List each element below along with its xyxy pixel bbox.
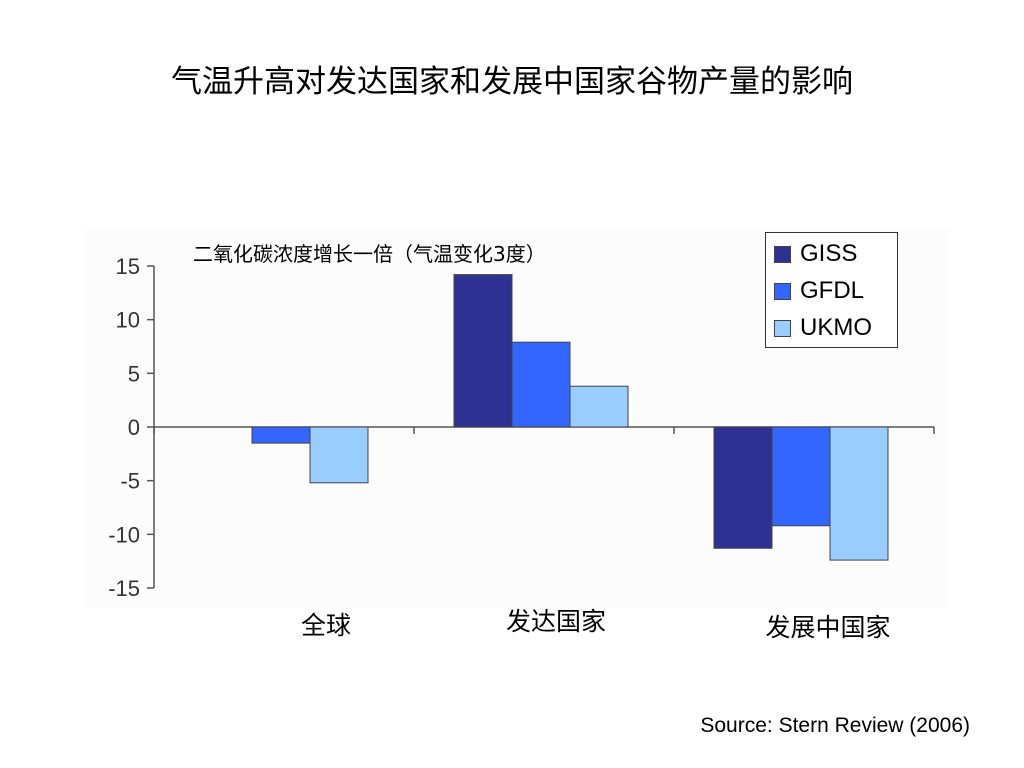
legend-label-giss: GISS xyxy=(800,240,858,267)
category-label-developing: 发展中国家 xyxy=(765,613,891,642)
legend-label-ukmo: UKMO xyxy=(800,314,872,341)
bar-gfdl-2 xyxy=(771,426,831,527)
y-tick-label: 10 xyxy=(116,308,140,333)
y-tick-label: 15 xyxy=(116,254,140,279)
chart-title: 二氧化碳浓度增长一倍（气温变化3度） xyxy=(193,242,546,266)
bar-ukmo-2 xyxy=(829,426,889,561)
y-tick-label: -5 xyxy=(120,469,140,494)
legend-item-gfdl: GFDL xyxy=(774,276,864,306)
source-note: Source: Stern Review (2006) xyxy=(700,714,970,737)
category-label-developed: 发达国家 xyxy=(505,607,606,636)
bar-ukmo-1 xyxy=(569,385,629,428)
chart-legend: GISS GFDL UKMO xyxy=(765,232,898,348)
bar-gfdl-0 xyxy=(251,426,311,444)
bar-chart: 15 10 5 0 -5 -10 -15 xyxy=(108,254,935,601)
bar-ukmo-0 xyxy=(309,426,369,484)
legend-label-gfdl: GFDL xyxy=(800,277,865,304)
y-tick-label: -10 xyxy=(108,522,140,547)
legend-item-ukmo: UKMO xyxy=(774,313,872,343)
bar-gfdl-1 xyxy=(511,341,571,428)
legend-swatch-ukmo xyxy=(774,319,791,337)
legend-item-giss: GISS xyxy=(774,239,857,269)
slide-title: 气温升高对发达国家和发展中国家谷物产量的影响 xyxy=(171,64,853,100)
y-tick-label: 0 xyxy=(128,415,140,440)
legend-swatch-gfdl xyxy=(774,282,791,300)
category-label-global: 全球 xyxy=(300,611,351,640)
bar-giss-2 xyxy=(713,426,773,549)
legend-swatch-giss xyxy=(774,245,791,263)
bar-giss-1 xyxy=(453,274,513,428)
y-tick-label: -15 xyxy=(108,576,140,601)
y-tick-label: 5 xyxy=(128,361,140,386)
